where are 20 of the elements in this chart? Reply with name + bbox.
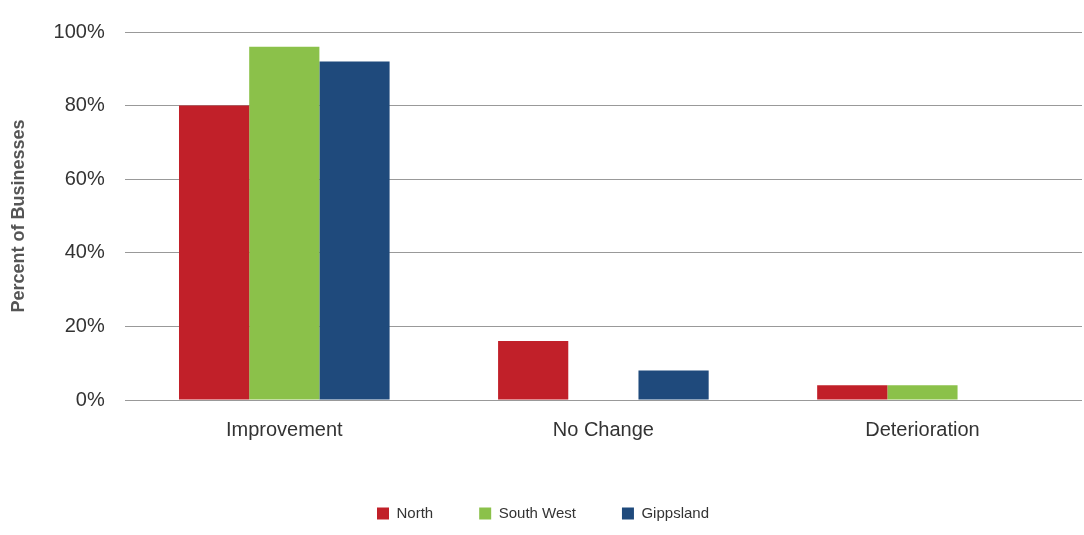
bar xyxy=(887,385,958,400)
y-axis-title: Percent of Businesses xyxy=(7,119,28,313)
legend-label: North xyxy=(396,503,434,521)
bar xyxy=(179,105,250,400)
y-tick-label: 100% xyxy=(53,19,105,42)
bar xyxy=(249,46,320,400)
legend-label: South West xyxy=(498,503,577,521)
y-tick-label: 60% xyxy=(64,166,105,189)
bar xyxy=(498,341,569,400)
y-tick-label: 40% xyxy=(64,240,105,263)
bar xyxy=(638,370,709,400)
y-tick-label: 80% xyxy=(64,93,105,116)
bar xyxy=(817,385,888,400)
x-tick-label: No Change xyxy=(552,417,654,440)
y-tick-label: 20% xyxy=(64,313,105,336)
bar xyxy=(319,61,390,400)
legend-label: Gippsland xyxy=(641,503,709,521)
x-tick-label: Deterioration xyxy=(865,417,980,440)
y-tick-label: 0% xyxy=(75,387,105,410)
x-tick-label: Improvement xyxy=(225,417,344,440)
